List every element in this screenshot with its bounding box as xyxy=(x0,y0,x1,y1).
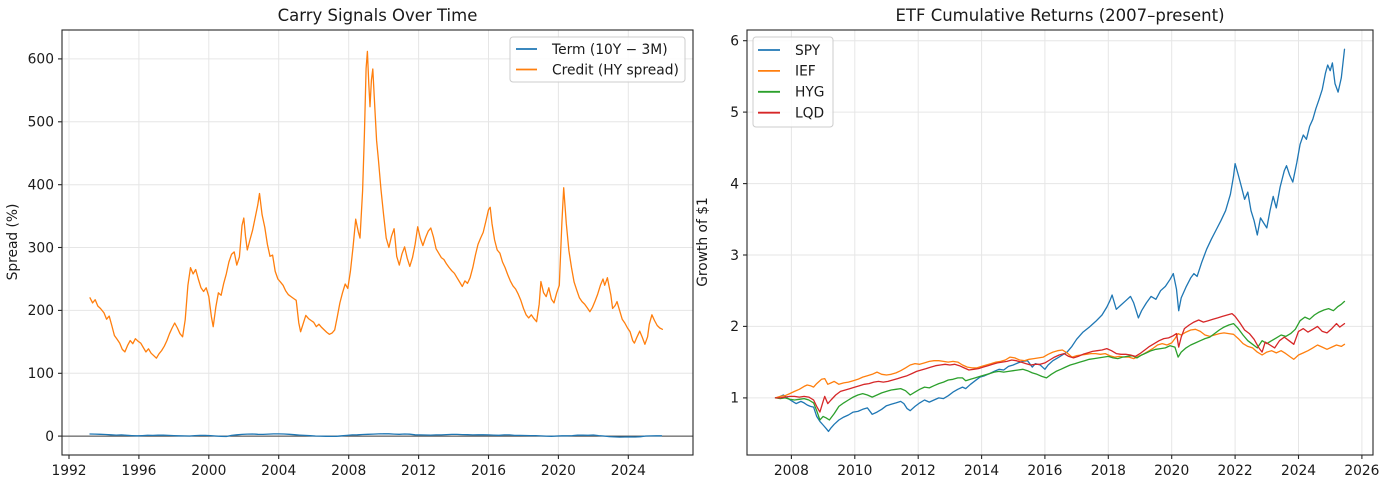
x-tick-label: 2024 xyxy=(611,463,646,479)
x-tick-label: 2022 xyxy=(1218,463,1253,479)
right-y-axis-label: Growth of $1 xyxy=(695,197,711,287)
legend-box xyxy=(509,36,686,83)
y-tick-label: 600 xyxy=(28,52,54,68)
axes-frame xyxy=(61,29,694,456)
x-tick-label: 2012 xyxy=(901,463,936,479)
legend-box xyxy=(752,36,834,128)
y-tick-label: 1 xyxy=(730,391,739,407)
etf-cumulative-returns-chart: 2008 2010 2012 2014 2016 2018 2020 2022 2024 2026… xyxy=(730,29,1379,479)
x-tick-label: 2024 xyxy=(1281,463,1316,479)
x-tick-label: 2012 xyxy=(401,463,436,479)
x-tick-label: 2014 xyxy=(964,463,999,479)
spy-legend-label: SPY xyxy=(795,43,821,59)
y-tick-label: 0 xyxy=(45,429,54,445)
hyg-line xyxy=(774,300,1346,421)
credit-spread-legend-label: Credit (HY spread) xyxy=(552,62,679,78)
y-tick-label: 4 xyxy=(730,176,739,192)
x-tick-label: 1996 xyxy=(121,463,156,479)
left-chart-title: Carry Signals Over Time xyxy=(278,6,478,25)
x-tick-label: 2018 xyxy=(1091,463,1126,479)
term-spread-line xyxy=(89,433,663,438)
x-tick-label: 2020 xyxy=(1154,463,1189,479)
x-tick-label: 2000 xyxy=(191,463,226,479)
y-tick-label: 300 xyxy=(28,240,54,256)
x-tick-label: 2008 xyxy=(774,463,809,479)
x-tick-label: 2010 xyxy=(837,463,872,479)
right-chart-title: ETF Cumulative Returns (2007–present) xyxy=(895,6,1224,25)
hyg-legend-label: HYG xyxy=(795,85,825,101)
y-tick-label: 100 xyxy=(28,366,54,382)
spy-line xyxy=(774,48,1346,433)
carry-signals-legend: Term (10Y − 3M) Credit (HY spread) xyxy=(509,36,686,83)
y-tick-label: 200 xyxy=(28,303,54,319)
x-tick-label: 2016 xyxy=(1027,463,1062,479)
x-tick-label: 2020 xyxy=(541,463,576,479)
credit-spread-line xyxy=(89,50,664,359)
x-tick-label: 2008 xyxy=(331,463,366,479)
ief-line xyxy=(774,328,1346,399)
plots-layer: 1992 1996 2000 2004 2008 2012 2016 2020 20240100… xyxy=(28,29,1379,479)
y-tick-label: 2 xyxy=(730,319,739,335)
y-tick-label: 5 xyxy=(730,105,739,121)
x-tick-label: 1992 xyxy=(51,463,86,479)
lqd-legend-label: LQD xyxy=(795,106,824,122)
y-tick-label: 500 xyxy=(28,115,54,131)
x-tick-label: 2016 xyxy=(471,463,506,479)
y-tick-label: 400 xyxy=(28,178,54,194)
x-tick-label: 2004 xyxy=(261,463,296,479)
axes-frame xyxy=(746,29,1374,456)
y-tick-label: 3 xyxy=(730,248,739,264)
x-tick-label: 2026 xyxy=(1344,463,1379,479)
carry-signals-chart: 1992 1996 2000 2004 2008 2012 2016 2020 2024 0 100… xyxy=(28,29,694,479)
left-y-axis-label: Spread (%) xyxy=(5,204,21,281)
etf-cumulative-returns-legend: SPY IEF HYG LQD xyxy=(752,36,834,128)
lqd-line xyxy=(774,312,1346,413)
term-spread-legend-label: Term (10Y − 3M) xyxy=(551,42,668,58)
ief-legend-label: IEF xyxy=(795,64,816,80)
y-tick-label: 6 xyxy=(730,34,739,50)
